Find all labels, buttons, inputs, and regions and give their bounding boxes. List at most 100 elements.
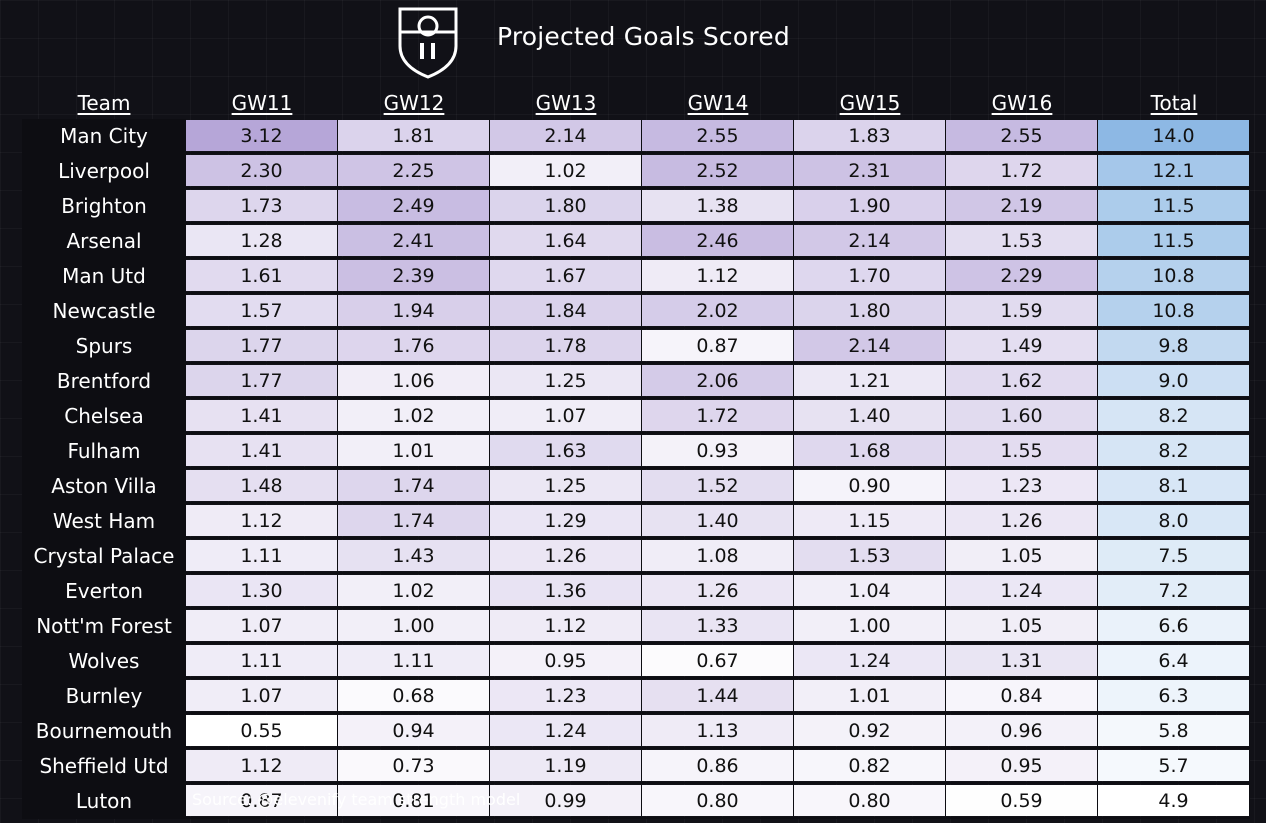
gw-value-cell: 0.93 (642, 435, 794, 466)
table-row: Spurs 1.77 1.76 1.78 0.87 2.14 1.49 9.8 (22, 329, 1250, 364)
gw-value-cell: 1.15 (794, 505, 946, 536)
total-value-cell: 8.1 (1098, 470, 1250, 501)
gw-value-cell: 1.00 (794, 610, 946, 641)
gw-value-cell: 1.13 (642, 715, 794, 746)
gw-value-cell: 1.11 (186, 645, 338, 676)
gw-value-cell: 1.28 (186, 225, 338, 256)
team-name: Luton (22, 784, 186, 817)
gw-value-cell: 1.30 (186, 575, 338, 606)
gw-value-cell: 1.05 (946, 610, 1098, 641)
gw-value-cell: 2.41 (338, 225, 490, 256)
table-body: Man City 3.12 1.81 2.14 2.55 1.83 2.55 14.0 Live… (22, 119, 1250, 819)
total-value-cell: 4.9 (1098, 785, 1250, 816)
column-header-team: Team (77, 90, 131, 115)
gw-value-cell: 1.60 (946, 400, 1098, 431)
gw-value-cell: 2.19 (946, 190, 1098, 221)
gw-value-cell: 1.07 (186, 680, 338, 711)
gw-value-cell: 1.55 (946, 435, 1098, 466)
table-row: Brentford 1.77 1.06 1.25 2.06 1.21 1.62 9.0 (22, 364, 1250, 399)
total-value-cell: 8.2 (1098, 400, 1250, 431)
team-name: Everton (22, 574, 186, 607)
gw-value-cell: 1.25 (490, 365, 642, 396)
gw-value-cell: 1.52 (642, 470, 794, 501)
table-row: Arsenal 1.28 2.41 1.64 2.46 2.14 1.53 11.5 (22, 224, 1250, 259)
page-title: Projected Goals Scored (497, 22, 790, 51)
team-name: Arsenal (22, 224, 186, 257)
gw-value-cell: 2.46 (642, 225, 794, 256)
gw-value-cell: 1.07 (490, 400, 642, 431)
gw-value-cell: 0.95 (946, 750, 1098, 781)
gw-value-cell: 1.77 (186, 365, 338, 396)
table-row: West Ham 1.12 1.74 1.29 1.40 1.15 1.26 8.0 (22, 504, 1250, 539)
gw-value-cell: 1.61 (186, 260, 338, 291)
gw-value-cell: 2.14 (490, 120, 642, 151)
team-name: Man City (22, 119, 186, 152)
gw-value-cell: 1.84 (490, 295, 642, 326)
table-row: Burnley 1.07 0.68 1.23 1.44 1.01 0.84 6.3 (22, 679, 1250, 714)
gw-value-cell: 1.02 (338, 575, 490, 606)
gw-value-cell: 1.68 (794, 435, 946, 466)
gw-value-cell: 1.67 (490, 260, 642, 291)
gw-value-cell: 0.99 (490, 785, 642, 816)
gw-value-cell: 2.14 (794, 225, 946, 256)
gw-value-cell: 1.49 (946, 330, 1098, 361)
gw-value-cell: 1.41 (186, 400, 338, 431)
gw-value-cell: 1.06 (338, 365, 490, 396)
table-row: Man Utd 1.61 2.39 1.67 1.12 1.70 2.29 10.8 (22, 259, 1250, 294)
gw-value-cell: 0.96 (946, 715, 1098, 746)
gw-value-cell: 2.55 (946, 120, 1098, 151)
table-header-row: Team GW11 GW12 GW13 GW14 GW15 GW16 Total (22, 86, 1250, 119)
gw-value-cell: 1.80 (794, 295, 946, 326)
gw-value-cell: 1.23 (490, 680, 642, 711)
gw-value-cell: 1.43 (338, 540, 490, 571)
gw-value-cell: 1.74 (338, 470, 490, 501)
gw-value-cell: 1.12 (490, 610, 642, 641)
gw-value-cell: 1.05 (946, 540, 1098, 571)
gw-value-cell: 1.19 (490, 750, 642, 781)
total-value-cell: 7.5 (1098, 540, 1250, 571)
gw-value-cell: 1.83 (794, 120, 946, 151)
table-row: Chelsea 1.41 1.02 1.07 1.72 1.40 1.60 8.2 (22, 399, 1250, 434)
team-name: Burnley (22, 679, 186, 712)
gw-value-cell: 1.70 (794, 260, 946, 291)
elevenify-shield-logo (398, 7, 458, 79)
total-value-cell: 6.6 (1098, 610, 1250, 641)
gw-value-cell: 1.53 (946, 225, 1098, 256)
gw-value-cell: 1.57 (186, 295, 338, 326)
gw-value-cell: 0.73 (338, 750, 490, 781)
gw-value-cell: 1.78 (490, 330, 642, 361)
gw-value-cell: 1.36 (490, 575, 642, 606)
gw-value-cell: 1.64 (490, 225, 642, 256)
team-name: Wolves (22, 644, 186, 677)
gw-value-cell: 1.81 (338, 120, 490, 151)
team-name: Bournemouth (22, 714, 186, 747)
gw-value-cell: 1.24 (794, 645, 946, 676)
gw-value-cell: 2.06 (642, 365, 794, 396)
gw-value-cell: 1.26 (490, 540, 642, 571)
gw-value-cell: 1.01 (794, 680, 946, 711)
team-name: Crystal Palace (22, 539, 186, 572)
gw-value-cell: 1.11 (186, 540, 338, 571)
gw-value-cell: 1.02 (490, 155, 642, 186)
gw-value-cell: 1.23 (946, 470, 1098, 501)
gw-value-cell: 2.39 (338, 260, 490, 291)
gw-value-cell: 1.90 (794, 190, 946, 221)
gw-value-cell: 1.12 (186, 505, 338, 536)
gw-value-cell: 1.12 (186, 750, 338, 781)
team-name: Brentford (22, 364, 186, 397)
gw-value-cell: 1.76 (338, 330, 490, 361)
gw-value-cell: 0.55 (186, 715, 338, 746)
table-row: Everton 1.30 1.02 1.36 1.26 1.04 1.24 7.2 (22, 574, 1250, 609)
gw-value-cell: 0.90 (794, 470, 946, 501)
gw-value-cell: 3.12 (186, 120, 338, 151)
column-header-gw13: GW13 (535, 90, 597, 115)
gw-value-cell: 1.62 (946, 365, 1098, 396)
team-name: Aston Villa (22, 469, 186, 502)
gw-value-cell: 0.68 (338, 680, 490, 711)
source-note: Source: @elevenify team strength model (192, 790, 521, 809)
team-name: Sheffield Utd (22, 749, 186, 782)
table-row: Liverpool 2.30 2.25 1.02 2.52 2.31 1.72 12.1 (22, 154, 1250, 189)
table-row: Aston Villa 1.48 1.74 1.25 1.52 0.90 1.23 8.1 (22, 469, 1250, 504)
gw-value-cell: 1.07 (186, 610, 338, 641)
gw-value-cell: 1.48 (186, 470, 338, 501)
